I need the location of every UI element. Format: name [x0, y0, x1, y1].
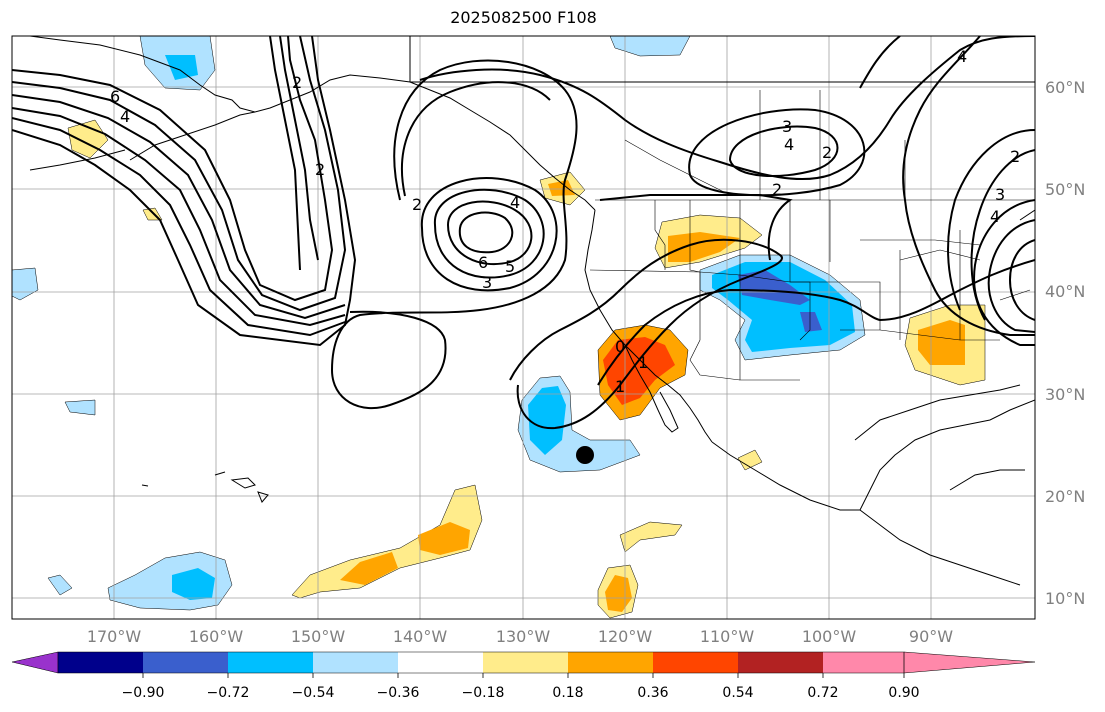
lat-label: 30°N — [1045, 385, 1085, 404]
map-title: 2025082500 F108 — [450, 8, 597, 27]
colorbar-segment — [823, 652, 905, 673]
contour-label: 2 — [412, 195, 422, 214]
lon-label: 150°W — [291, 627, 346, 646]
lon-label: 160°W — [189, 627, 244, 646]
contour-label: 4 — [990, 207, 1000, 226]
lat-label: 40°N — [1045, 282, 1085, 301]
positive-anomaly-core — [603, 337, 675, 405]
contour-label: 3 — [482, 273, 492, 292]
colorbar-segment — [568, 652, 654, 673]
colorbar-tick-label: −0.36 — [377, 685, 420, 701]
lon-label: 140°W — [393, 627, 448, 646]
colorbar-tick-label: −0.18 — [462, 685, 505, 701]
contour-label: 4 — [120, 107, 130, 126]
colorbar-tick-label: 0.18 — [552, 685, 583, 701]
negative-anomaly-core — [800, 312, 822, 332]
lon-label: 120°W — [598, 627, 653, 646]
contour-label: 2 — [1010, 147, 1020, 166]
positive-anomaly-region — [291, 484, 483, 599]
colorbar-segment — [143, 652, 229, 673]
negative-anomaly-region — [64, 399, 96, 416]
contour-label: 2 — [822, 143, 832, 162]
colorbar-segment — [313, 652, 399, 673]
colorbar-segment — [738, 652, 824, 673]
coastlines — [29, 36, 1035, 586]
colorbar-segment — [58, 652, 144, 673]
contour-label: 5 — [505, 257, 515, 276]
colorbar-tick-label: −0.72 — [207, 685, 250, 701]
colorbar-segment — [398, 652, 484, 673]
contour-label: 4 — [510, 193, 520, 212]
graticule — [12, 36, 1035, 619]
contour-label: 4 — [957, 47, 967, 66]
lon-label: 130°W — [496, 627, 551, 646]
contour-label: 0 — [615, 337, 625, 356]
colorbar-high-extension — [903, 651, 1036, 674]
contour-label: 6 — [478, 253, 488, 272]
lon-label: 170°W — [87, 627, 142, 646]
positive-anomaly-region — [619, 521, 683, 553]
anomaly-shading — [12, 36, 986, 619]
positive-anomaly-core — [340, 552, 398, 585]
contour-label: 2 — [292, 73, 302, 92]
colorbar-tick-label: 0.90 — [888, 685, 919, 701]
negative-anomaly-core — [165, 55, 198, 80]
contour-label: 2 — [772, 180, 782, 199]
contour-label: 3 — [995, 185, 1005, 204]
colorbar-ticks — [142, 673, 905, 678]
colorbar-segment — [483, 652, 569, 673]
contour-label: 6 — [110, 87, 120, 106]
negative-anomaly-core — [172, 568, 215, 600]
contour-labels: 6 4 2 2 2 4 6 5 3 3 4 2 4 2 3 4 1 0 1 2 — [110, 47, 1020, 396]
negative-anomaly-region — [47, 574, 73, 596]
political-borders — [589, 90, 1035, 381]
colorbar-frame — [57, 651, 905, 674]
lon-label: 110°W — [700, 627, 755, 646]
colorbar-tick-label: 0.36 — [637, 685, 668, 701]
colorbar-segment — [653, 652, 739, 673]
colorbar-tick-label: 0.54 — [722, 685, 753, 701]
negative-anomaly-region — [12, 267, 39, 301]
positive-anomaly-core — [548, 180, 575, 196]
positive-anomaly-core — [918, 320, 965, 365]
colorbar-tick-label: −0.54 — [292, 685, 335, 701]
negative-anomaly-core — [528, 386, 566, 455]
lat-label: 20°N — [1045, 487, 1085, 506]
negative-anomaly-core — [738, 270, 810, 305]
longitude-labels: 170°W 160°W 150°W 140°W 130°W 120°W 110°… — [87, 627, 953, 646]
positive-anomaly-region — [737, 449, 763, 471]
contour-label: 1 — [638, 353, 648, 372]
lon-label: 90°W — [909, 627, 953, 646]
colorbar-low-extension — [11, 651, 59, 674]
lon-label: 100°W — [802, 627, 857, 646]
colorbar-segment — [228, 652, 314, 673]
lat-label: 10°N — [1045, 589, 1085, 608]
contour-label: 1 — [615, 377, 625, 396]
contour-label: 2 — [315, 160, 325, 179]
colorbar: −0.90 −0.72 −0.54 −0.36 −0.18 0.18 0.36 … — [11, 651, 1036, 701]
negative-anomaly-region — [609, 36, 691, 57]
storm-position-marker — [576, 446, 594, 464]
contour-label: 4 — [784, 135, 794, 154]
lat-label: 60°N — [1045, 78, 1085, 97]
colorbar-tick-label: 0.72 — [807, 685, 838, 701]
positive-anomaly-core — [418, 522, 470, 555]
lat-label: 50°N — [1045, 180, 1085, 199]
contour-label: 3 — [782, 117, 792, 136]
map-frame — [11, 35, 1036, 620]
colorbar-tick-label: −0.90 — [122, 685, 165, 701]
latitude-labels: 60°N 50°N 40°N 30°N 20°N 10°N — [1045, 78, 1085, 608]
contour-lines — [12, 36, 1035, 430]
